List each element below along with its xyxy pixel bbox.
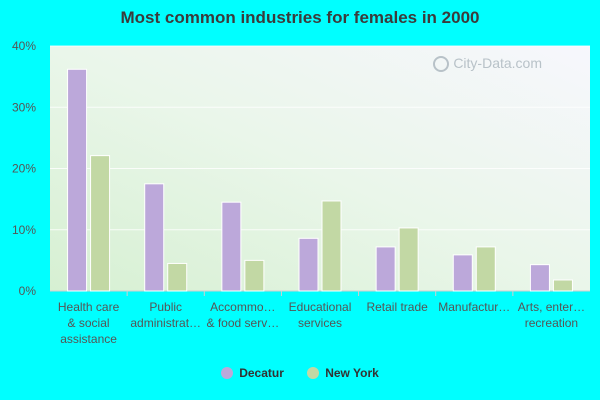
y-tick-label: 30% — [12, 100, 36, 114]
x-tick-label: Manufactur… — [438, 300, 510, 314]
legend-label-decatur: Decatur — [239, 366, 284, 381]
legend-swatch-new-york — [307, 367, 320, 380]
bar-new-york — [552, 279, 573, 292]
bars — [67, 68, 573, 292]
bar-new-york — [167, 262, 188, 292]
bar-decatur — [452, 254, 473, 292]
watermark: City-Data.com — [433, 55, 542, 73]
bar-decatur — [375, 246, 396, 292]
legend-item-new-york: New York — [307, 365, 379, 380]
bar-new-york — [244, 259, 265, 292]
x-tick-label: & social — [68, 316, 110, 330]
y-tick-label: 40% — [12, 39, 36, 53]
bar-decatur — [67, 68, 88, 292]
y-tick-label: 10% — [12, 223, 36, 237]
bar-decatur — [529, 264, 550, 292]
x-tick-label: Arts, enter… — [518, 300, 585, 314]
x-tick-label: services — [298, 316, 342, 330]
x-axis: Health care & social assistance Public admin… — [58, 291, 585, 346]
bar-decatur — [221, 201, 242, 292]
bar-decatur — [298, 237, 319, 292]
x-tick-label: Retail trade — [366, 300, 428, 314]
legend-item-decatur: Decatur — [221, 365, 284, 380]
grid-lines — [50, 45, 590, 292]
search-icon — [433, 56, 450, 73]
x-tick-label: recreation — [525, 316, 578, 330]
y-axis: 0% 10% 20% 30% 40% — [12, 39, 36, 298]
y-tick-label: 0% — [19, 284, 37, 298]
chart-title: Most common industries for females in 20… — [120, 8, 480, 27]
bar-new-york — [398, 227, 419, 292]
legend-label-new-york: New York — [325, 366, 379, 381]
bar-new-york — [475, 246, 496, 292]
x-tick-label: Accommo… — [210, 300, 275, 314]
bar-decatur — [144, 183, 165, 292]
x-tick-label: Educational — [289, 300, 352, 314]
y-tick-label: 20% — [12, 162, 36, 176]
legend: Decatur New York — [0, 365, 600, 380]
x-tick-label: assistance — [60, 332, 117, 346]
bar-new-york — [90, 155, 111, 292]
x-tick-label: administrat… — [130, 316, 201, 330]
legend-swatch-decatur — [221, 367, 234, 380]
x-tick-label: Public — [149, 300, 182, 314]
bar-new-york — [321, 200, 342, 292]
x-tick-label: Health care — [58, 300, 120, 314]
x-tick-label: & food serv… — [207, 316, 280, 330]
